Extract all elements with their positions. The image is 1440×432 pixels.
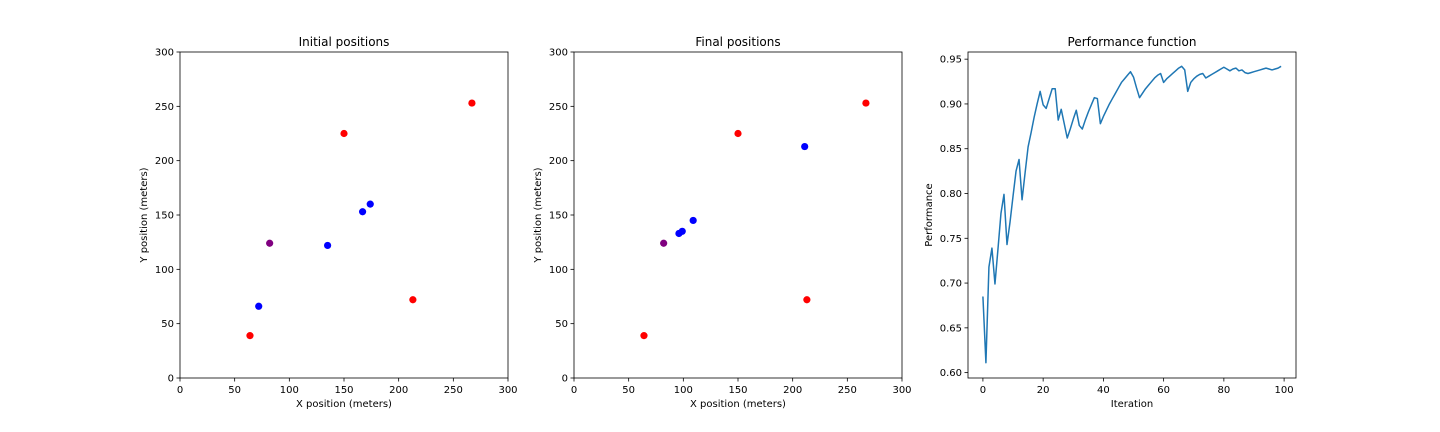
chart-title: Performance function	[1068, 35, 1197, 49]
scatter-point	[801, 142, 809, 151]
chart-final-positions: Final positions X position (meters) Y po…	[533, 35, 912, 410]
x-tick-label: 80	[1217, 385, 1230, 396]
x-axis-label: X position (meters)	[296, 399, 392, 410]
x-tick-label: 100	[674, 385, 693, 396]
line-series	[982, 65, 1282, 364]
y-tick-label: 0.85	[940, 144, 962, 155]
scatter-point	[640, 332, 648, 340]
x-tick-label: 150	[728, 385, 747, 396]
scatter-point	[862, 99, 870, 107]
y-tick-label: 100	[549, 265, 568, 276]
scatter-point	[246, 332, 254, 340]
y-tick-label: 0	[562, 374, 568, 385]
y-tick-label: 300	[155, 48, 174, 59]
x-tick-label: 150	[334, 385, 353, 396]
scatter-point	[324, 241, 332, 250]
y-tick-label: 50	[161, 319, 174, 330]
axis-ticks: 0 50 100 150 200 250 300 0 50 100 150 200 250 300	[155, 48, 518, 397]
y-tick-label: 200	[155, 156, 174, 167]
y-tick-label: 50	[555, 319, 568, 330]
scatter-point	[734, 129, 742, 138]
x-tick-label: 0	[177, 385, 183, 396]
scatter-points	[640, 99, 870, 340]
axis-ticks: 0 50 100 150 200 250 300 0 50 100 150 200 250 300	[549, 48, 912, 397]
x-tick-label: 20	[1037, 385, 1050, 396]
y-axis-label: Performance	[924, 183, 935, 246]
x-tick-label: 250	[838, 385, 857, 396]
x-axis-label: Iteration	[1111, 399, 1153, 410]
y-tick-label: 0.80	[940, 189, 962, 200]
scatter-points	[246, 99, 476, 340]
y-tick-label: 100	[155, 265, 174, 276]
x-tick-label: 200	[389, 385, 408, 396]
chart-initial-positions: Initial positions X position (meters) Y …	[139, 35, 518, 410]
axis-ticks: 0 20 40 60 80 100 0.60 0.65 0.70 0.75 0.80 0.85 0.90…	[940, 55, 1294, 396]
x-tick-label: 0	[571, 385, 577, 396]
scatter-point	[660, 239, 668, 247]
x-tick-label: 100	[1275, 385, 1294, 396]
plot-frame	[179, 51, 509, 379]
y-tick-label: 0.90	[940, 99, 962, 110]
x-tick-label: 300	[892, 385, 911, 396]
chart-title: Initial positions	[299, 35, 390, 49]
scatter-point	[358, 208, 367, 216]
scatter-point	[689, 216, 697, 225]
x-tick-label: 300	[498, 385, 517, 396]
y-axis-label: Y position (meters)	[533, 167, 544, 263]
y-tick-label: 150	[155, 211, 174, 222]
y-tick-label: 200	[549, 156, 568, 167]
series-line	[982, 65, 1282, 364]
plot-frame	[967, 51, 1297, 379]
scatter-point	[340, 129, 348, 138]
chart-performance-function: Performance function Iteration Performan…	[924, 35, 1297, 410]
x-tick-label: 50	[622, 385, 635, 396]
scatter-point	[266, 239, 274, 247]
scatter-point	[468, 99, 476, 107]
scatter-point	[678, 227, 686, 235]
scatter-point	[409, 296, 417, 304]
x-tick-label: 250	[444, 385, 463, 396]
scatter-point	[366, 200, 374, 208]
y-tick-label: 0.95	[940, 55, 962, 66]
y-axis-label: Y position (meters)	[139, 167, 150, 263]
x-axis-label: X position (meters)	[690, 399, 786, 410]
x-tick-label: 60	[1157, 385, 1170, 396]
x-tick-label: 50	[228, 385, 241, 396]
y-tick-label: 300	[549, 48, 568, 59]
y-tick-label: 150	[549, 211, 568, 222]
y-tick-label: 250	[155, 102, 174, 113]
x-tick-label: 0	[980, 385, 986, 396]
chart-title: Final positions	[695, 35, 780, 49]
plot-frame	[573, 51, 903, 379]
y-tick-label: 0.70	[940, 279, 962, 290]
x-tick-label: 40	[1097, 385, 1110, 396]
y-tick-label: 0.75	[940, 234, 962, 245]
x-tick-label: 200	[783, 385, 802, 396]
y-tick-label: 0	[168, 374, 174, 385]
y-tick-label: 0.60	[940, 368, 962, 379]
y-tick-label: 0.65	[940, 323, 962, 334]
x-tick-label: 100	[280, 385, 299, 396]
scatter-point	[255, 302, 263, 310]
scatter-point	[803, 296, 811, 304]
y-tick-label: 250	[549, 102, 568, 113]
